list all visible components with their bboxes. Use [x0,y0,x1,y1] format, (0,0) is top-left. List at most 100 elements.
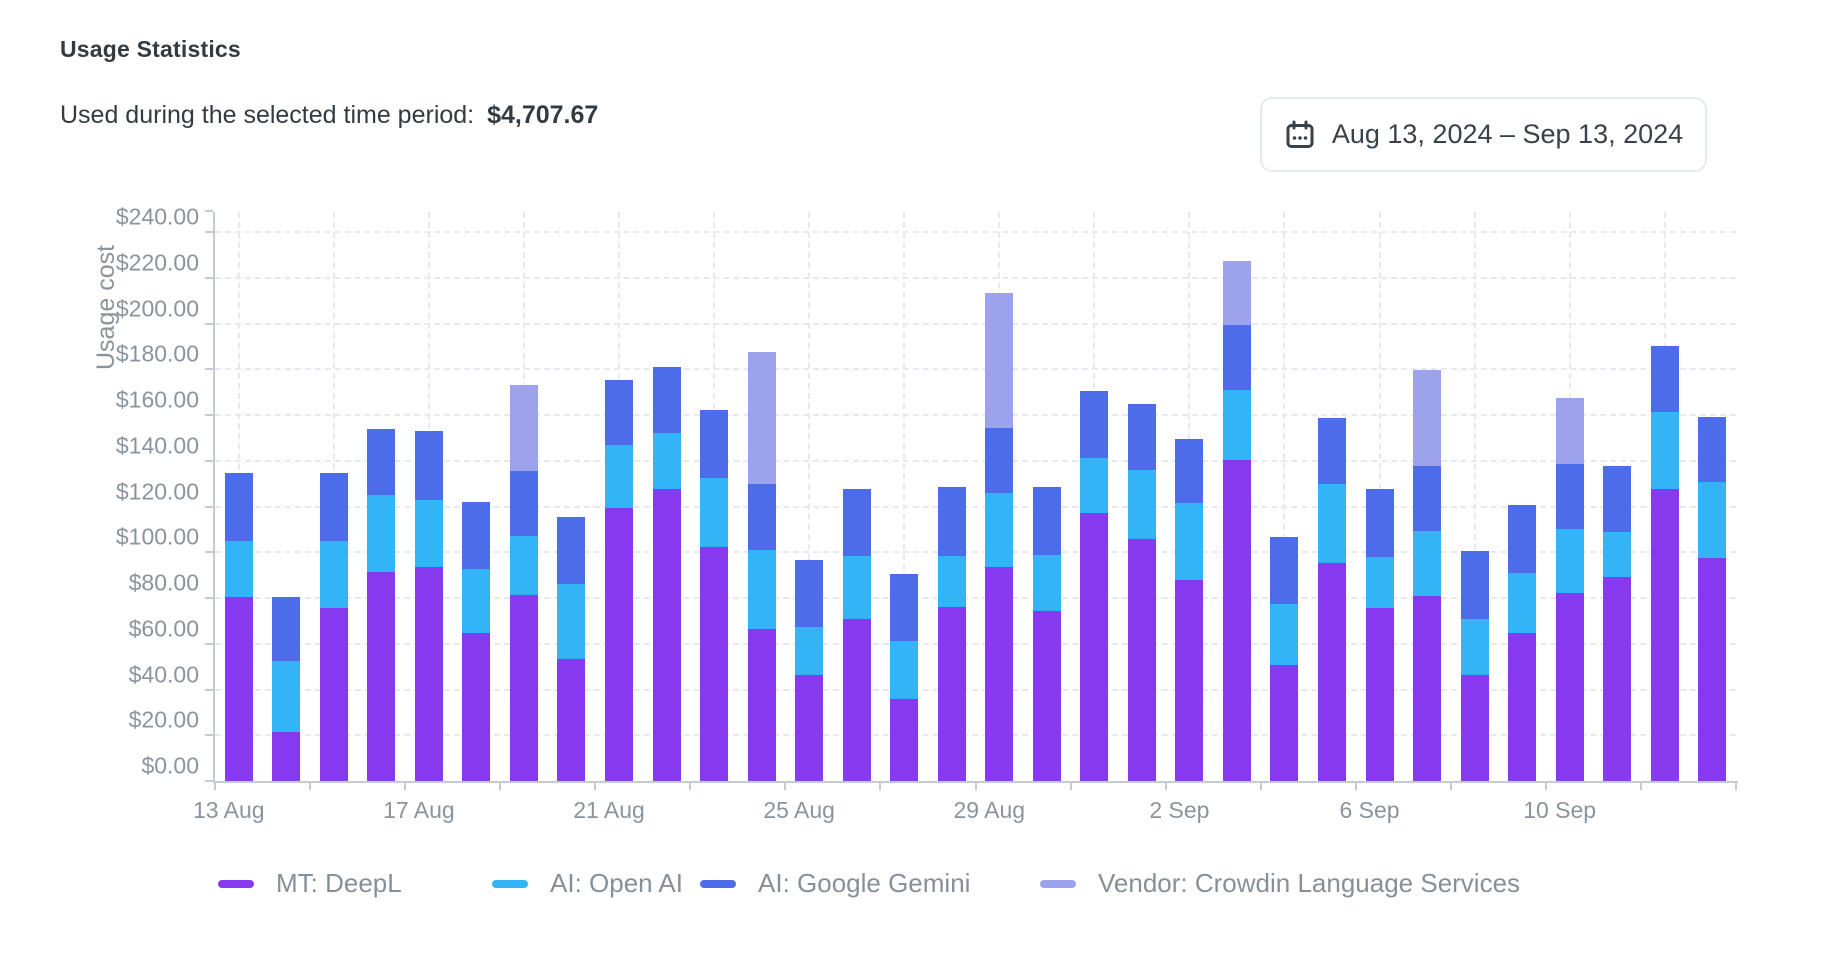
bar-segment-8Sep-ai[interactable] [1460,618,1489,675]
bar-segment-13Aug-ai[interactable] [224,473,253,541]
bar-segment-4Sep-mt[interactable] [1270,665,1299,781]
bar-segment-4Sep-ai[interactable] [1270,603,1299,666]
bar-segment-29Aug-ai[interactable] [985,492,1014,568]
bar-segment-21Aug-ai[interactable] [605,379,634,445]
bar-segment-1Sep-mt[interactable] [1127,538,1156,781]
bar-segment-3Sep-mt[interactable] [1222,459,1251,781]
bar-segment-31Aug-ai[interactable] [1080,458,1109,514]
bar-segment-20Aug-ai[interactable] [557,516,586,585]
bar-segment-16Aug-ai[interactable] [367,428,396,496]
bar-segment-6Sep-ai[interactable] [1365,556,1394,609]
bar-segment-7Sep-vendor[interactable] [1413,370,1442,467]
bar-segment-24Aug-ai[interactable] [747,483,776,550]
bar-segment-11Sep-mt[interactable] [1603,577,1632,781]
legend-item-vendor-crowdin-language-services[interactable]: Vendor: Crowdin Language Services [1040,868,1520,899]
bar-segment-12Sep-ai[interactable] [1650,346,1679,412]
bar-segment-29Aug-ai[interactable] [985,427,1014,493]
bar-segment-10Sep-ai[interactable] [1555,529,1584,594]
bar-segment-29Aug-vendor[interactable] [985,292,1014,428]
bar-segment-21Aug-ai[interactable] [605,444,634,508]
bar-segment-28Aug-ai[interactable] [937,555,966,608]
bar-segment-9Sep-mt[interactable] [1508,633,1537,781]
bar-segment-31Aug-mt[interactable] [1080,513,1109,781]
bar-segment-7Sep-mt[interactable] [1413,595,1442,781]
bar-segment-30Aug-ai[interactable] [1032,554,1061,611]
bar-segment-2Sep-ai[interactable] [1175,439,1204,504]
bar-segment-25Aug-ai[interactable] [795,626,824,675]
bar-segment-14Aug-ai[interactable] [272,660,301,732]
bar-segment-3Sep-vendor[interactable] [1222,260,1251,325]
bar-segment-15Aug-ai[interactable] [319,540,348,609]
bar-segment-7Sep-ai[interactable] [1413,530,1442,596]
bar-segment-13Sep-ai[interactable] [1698,417,1727,483]
bar-segment-20Aug-mt[interactable] [557,658,586,781]
bar-segment-3Sep-ai[interactable] [1222,324,1251,390]
bar-segment-22Aug-ai[interactable] [652,433,681,490]
bar-segment-23Aug-ai[interactable] [700,410,729,478]
bar-segment-17Aug-ai[interactable] [414,431,443,500]
bar-segment-10Sep-vendor[interactable] [1555,397,1584,465]
bar-segment-17Aug-mt[interactable] [414,567,443,781]
bar-segment-26Aug-ai[interactable] [842,489,871,556]
bar-segment-7Sep-ai[interactable] [1413,466,1442,531]
bar-segment-20Aug-ai[interactable] [557,584,586,659]
bar-segment-10Sep-ai[interactable] [1555,464,1584,530]
date-range-picker-button[interactable]: Aug 13, 2024 – Sep 13, 2024 [1260,97,1707,172]
bar-segment-11Sep-ai[interactable] [1603,466,1632,532]
bar-segment-6Sep-ai[interactable] [1365,489,1394,557]
bar-segment-12Sep-ai[interactable] [1650,411,1679,490]
bar-segment-19Aug-ai[interactable] [509,536,538,595]
bar-segment-27Aug-ai[interactable] [890,574,919,642]
bar-segment-30Aug-ai[interactable] [1032,487,1061,555]
bar-segment-23Aug-mt[interactable] [700,546,729,781]
bar-segment-2Sep-ai[interactable] [1175,503,1204,580]
bar-segment-16Aug-ai[interactable] [367,495,396,572]
bar-segment-9Sep-ai[interactable] [1508,572,1537,634]
legend-item-mt-deepl[interactable]: MT: DeepL [218,868,402,899]
bar-segment-5Sep-mt[interactable] [1317,562,1346,781]
legend-item-ai-google-gemini[interactable]: AI: Google Gemini [700,868,970,899]
bar-segment-18Aug-mt[interactable] [462,633,491,781]
bar-segment-21Aug-mt[interactable] [605,507,634,781]
bar-segment-5Sep-ai[interactable] [1317,418,1346,484]
bar-segment-17Aug-ai[interactable] [414,499,443,568]
bar-segment-27Aug-mt[interactable] [890,698,919,781]
legend-item-ai-open-ai[interactable]: AI: Open AI [492,868,683,899]
bar-segment-28Aug-ai[interactable] [937,487,966,556]
bar-segment-3Sep-ai[interactable] [1222,389,1251,460]
bar-segment-23Aug-ai[interactable] [700,477,729,547]
bar-segment-6Sep-mt[interactable] [1365,608,1394,781]
bar-segment-31Aug-ai[interactable] [1080,391,1109,459]
bar-segment-16Aug-mt[interactable] [367,571,396,781]
bar-segment-13Aug-mt[interactable] [224,596,253,781]
bar-segment-10Sep-mt[interactable] [1555,593,1584,781]
bar-segment-24Aug-ai[interactable] [747,549,776,629]
bar-segment-9Sep-ai[interactable] [1508,505,1537,573]
bar-segment-12Sep-mt[interactable] [1650,489,1679,781]
bar-segment-28Aug-mt[interactable] [937,607,966,781]
bar-segment-26Aug-mt[interactable] [842,618,871,781]
bar-segment-1Sep-ai[interactable] [1127,469,1156,539]
bar-segment-8Sep-ai[interactable] [1460,551,1489,619]
bar-segment-18Aug-ai[interactable] [462,501,491,570]
bar-segment-13Aug-ai[interactable] [224,540,253,597]
bar-segment-27Aug-ai[interactable] [890,641,919,699]
bar-segment-8Sep-mt[interactable] [1460,674,1489,781]
bar-segment-2Sep-mt[interactable] [1175,579,1204,781]
bar-segment-26Aug-ai[interactable] [842,555,871,619]
bar-segment-14Aug-mt[interactable] [272,731,301,781]
bar-segment-1Sep-ai[interactable] [1127,403,1156,470]
bar-segment-19Aug-mt[interactable] [509,594,538,781]
bar-segment-19Aug-vendor[interactable] [509,385,538,472]
bar-segment-29Aug-mt[interactable] [985,567,1014,781]
bar-segment-18Aug-ai[interactable] [462,569,491,634]
bar-segment-24Aug-vendor[interactable] [747,352,776,484]
bar-segment-25Aug-ai[interactable] [795,560,824,627]
bar-segment-14Aug-ai[interactable] [272,596,301,661]
bar-segment-30Aug-mt[interactable] [1032,610,1061,781]
bar-segment-4Sep-ai[interactable] [1270,537,1299,604]
bar-segment-15Aug-mt[interactable] [319,608,348,781]
bar-segment-19Aug-ai[interactable] [509,471,538,537]
bar-segment-11Sep-ai[interactable] [1603,531,1632,578]
bar-segment-13Sep-mt[interactable] [1698,557,1727,781]
